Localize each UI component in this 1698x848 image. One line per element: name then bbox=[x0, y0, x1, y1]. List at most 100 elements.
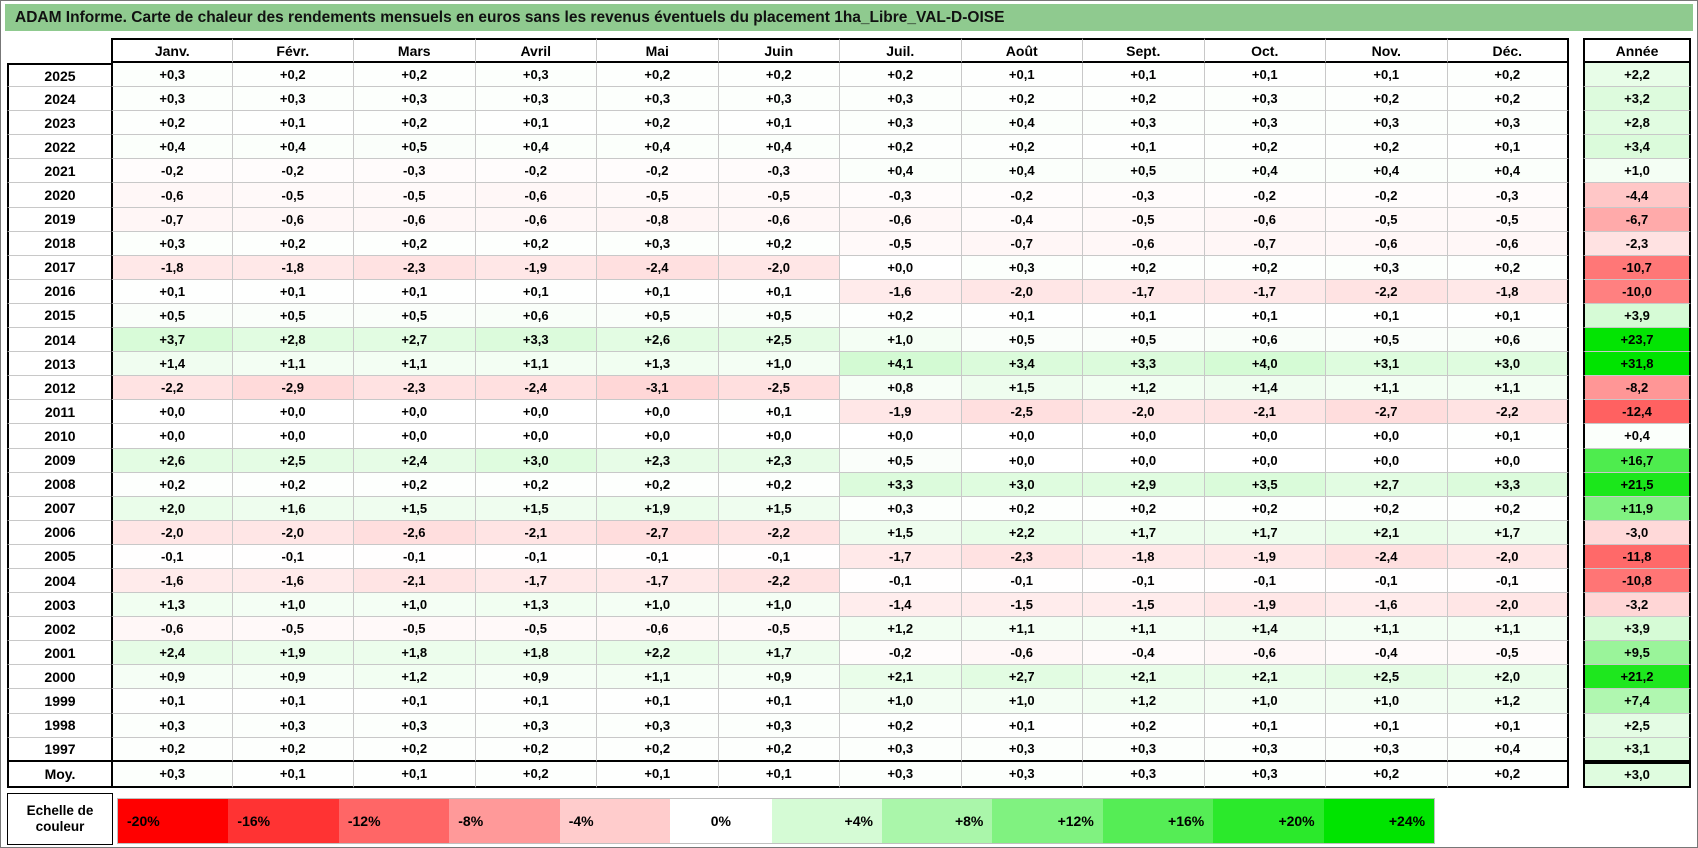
annual-return-cell: +1,0 bbox=[1583, 159, 1691, 184]
annual-return-cell: +2,8 bbox=[1583, 111, 1691, 136]
column-gap bbox=[1569, 280, 1583, 304]
return-cell: -0,2 bbox=[1204, 183, 1326, 208]
year-label: 2024 bbox=[7, 87, 111, 112]
return-cell: +0,1 bbox=[1326, 63, 1448, 88]
return-cell: +0,3 bbox=[840, 496, 962, 521]
return-cell: +3,3 bbox=[840, 472, 962, 497]
column-gap bbox=[1569, 689, 1583, 713]
return-cell: +3,7 bbox=[111, 328, 233, 353]
return-cell: +0,3 bbox=[111, 63, 233, 88]
return-cell: -1,7 bbox=[1204, 279, 1326, 304]
return-cell: +0,0 bbox=[232, 400, 354, 425]
legend-cell: -20% bbox=[118, 799, 229, 843]
return-cell: -0,5 bbox=[1447, 641, 1569, 666]
return-cell: -0,6 bbox=[1447, 231, 1569, 256]
return-cell: +0,2 bbox=[1204, 255, 1326, 280]
year-label: 2014 bbox=[7, 328, 111, 353]
return-cell: +0,3 bbox=[1204, 737, 1326, 762]
return-cell: -0,5 bbox=[840, 231, 962, 256]
return-cell: +0,5 bbox=[1083, 159, 1205, 184]
return-cell: +0,2 bbox=[1204, 496, 1326, 521]
return-cell: +0,2 bbox=[1204, 135, 1326, 160]
return-cell: +0,2 bbox=[1326, 87, 1448, 112]
return-cell: +2,1 bbox=[1083, 665, 1205, 690]
return-cell: +0,2 bbox=[111, 111, 233, 136]
return-cell: -0,1 bbox=[475, 544, 597, 569]
legend-cell: -12% bbox=[338, 799, 450, 843]
return-cell: +3,3 bbox=[1447, 472, 1569, 497]
return-cell: +0,2 bbox=[232, 737, 354, 762]
year-label: 2005 bbox=[7, 544, 111, 569]
return-cell: -0,4 bbox=[1326, 641, 1448, 666]
annual-header: Année bbox=[1583, 38, 1691, 63]
return-cell: +0,2 bbox=[1083, 87, 1205, 112]
average-cell: +0,2 bbox=[475, 761, 597, 788]
legend-label: Echelle de couleur bbox=[7, 793, 113, 845]
return-cell: +0,1 bbox=[475, 279, 597, 304]
return-cell: -2,4 bbox=[1326, 544, 1448, 569]
page-title: ADAM Informe. Carte de chaleur des rende… bbox=[15, 8, 1005, 26]
return-cell: +1,8 bbox=[475, 641, 597, 666]
return-cell: +2,3 bbox=[597, 448, 719, 473]
year-label: 1997 bbox=[7, 737, 111, 762]
return-cell: +0,3 bbox=[961, 255, 1083, 280]
return-cell: -1,6 bbox=[232, 568, 354, 594]
year-label: 2009 bbox=[7, 448, 111, 473]
year-label: 2016 bbox=[7, 279, 111, 304]
return-cell: +0,1 bbox=[354, 279, 476, 304]
return-cell: +1,1 bbox=[1447, 376, 1569, 401]
column-gap bbox=[1569, 256, 1583, 280]
year-label: 2011 bbox=[7, 400, 111, 425]
year-label: 2025 bbox=[7, 63, 111, 88]
return-cell: +0,2 bbox=[354, 111, 476, 136]
return-cell: +0,3 bbox=[232, 87, 354, 112]
return-cell: -0,2 bbox=[1326, 183, 1448, 208]
return-cell: +0,9 bbox=[111, 665, 233, 690]
legend-cell: +8% bbox=[881, 799, 993, 843]
column-gap bbox=[1569, 762, 1583, 788]
return-cell: +0,2 bbox=[840, 303, 962, 329]
return-cell: +2,7 bbox=[354, 328, 476, 353]
return-cell: +1,0 bbox=[840, 328, 962, 353]
return-cell: +0,0 bbox=[840, 424, 962, 449]
annual-return-cell: +3,9 bbox=[1583, 617, 1691, 642]
return-cell: -0,3 bbox=[1083, 183, 1205, 208]
average-cell: +0,1 bbox=[597, 761, 719, 788]
return-cell: +0,4 bbox=[961, 159, 1083, 184]
return-cell: -0,4 bbox=[961, 207, 1083, 232]
column-gap bbox=[1569, 617, 1583, 641]
average-label: Moy. bbox=[7, 761, 111, 788]
return-cell: -0,1 bbox=[1204, 568, 1326, 594]
return-cell: -1,6 bbox=[840, 279, 962, 304]
return-cell: -0,5 bbox=[354, 183, 476, 208]
average-annual-cell: +3,0 bbox=[1583, 761, 1691, 788]
return-cell: +2,5 bbox=[1326, 665, 1448, 690]
column-gap bbox=[1569, 183, 1583, 207]
return-cell: +1,1 bbox=[475, 352, 597, 377]
return-cell: +0,4 bbox=[1447, 159, 1569, 184]
return-cell: +0,3 bbox=[1326, 111, 1448, 136]
return-cell: -1,7 bbox=[475, 568, 597, 594]
return-cell: +2,7 bbox=[1326, 472, 1448, 497]
return-cell: +0,0 bbox=[1083, 448, 1205, 473]
return-cell: +0,2 bbox=[961, 496, 1083, 521]
return-cell: +0,5 bbox=[1326, 328, 1448, 353]
return-cell: -0,6 bbox=[1204, 207, 1326, 232]
return-cell: -1,7 bbox=[1083, 279, 1205, 304]
return-cell: +0,6 bbox=[475, 303, 597, 329]
return-cell: +0,0 bbox=[961, 424, 1083, 449]
month-header-cell: Août bbox=[961, 38, 1083, 63]
return-cell: +2,1 bbox=[1326, 520, 1448, 545]
annual-return-cell: -6,7 bbox=[1583, 207, 1691, 232]
return-cell: +0,2 bbox=[475, 231, 597, 256]
return-cell: +0,2 bbox=[232, 472, 354, 497]
return-cell: -2,0 bbox=[232, 520, 354, 545]
annual-return-cell: +2,2 bbox=[1583, 63, 1691, 88]
return-cell: -1,9 bbox=[1204, 593, 1326, 618]
return-cell: -0,3 bbox=[840, 183, 962, 208]
return-cell: +0,1 bbox=[961, 303, 1083, 329]
return-cell: +1,0 bbox=[718, 593, 840, 618]
return-cell: -0,2 bbox=[961, 183, 1083, 208]
return-cell: -2,9 bbox=[232, 376, 354, 401]
legend-cell: +16% bbox=[1102, 799, 1214, 843]
